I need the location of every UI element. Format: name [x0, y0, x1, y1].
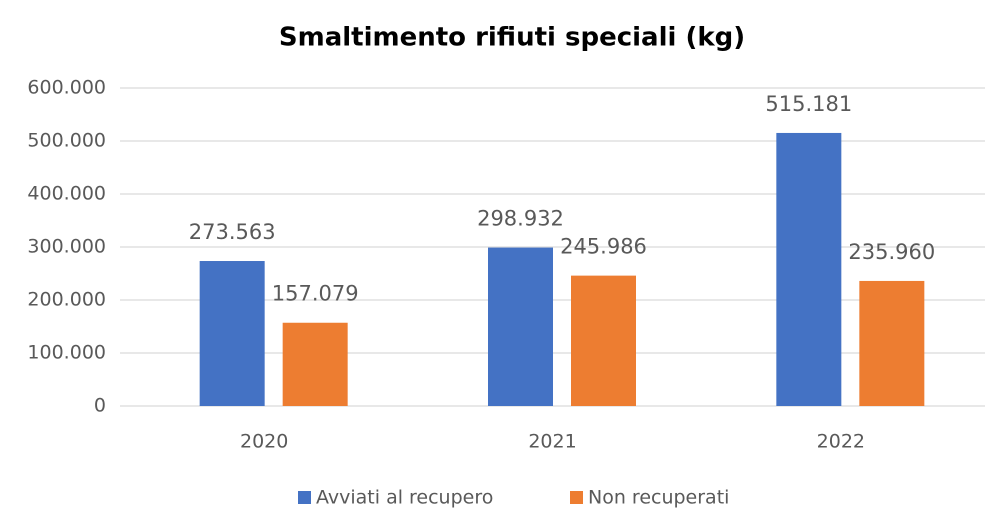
legend-label: Avviati al recupero [316, 487, 493, 509]
bar [571, 275, 636, 406]
data-label: 235.960 [848, 240, 935, 264]
y-tick-label: 200.000 [27, 289, 106, 311]
x-tick-label: 2022 [817, 431, 865, 453]
bar [488, 247, 553, 406]
bar [282, 322, 348, 406]
y-tick-label: 100.000 [27, 342, 106, 364]
data-label: 157.079 [272, 282, 359, 306]
legend-swatch [298, 491, 311, 504]
x-tick-label: 2021 [528, 431, 576, 453]
y-tick-label: 0 [94, 395, 106, 417]
x-tick-label: 2020 [240, 431, 288, 453]
data-label: 273.563 [189, 220, 276, 244]
data-label: 245.986 [560, 235, 647, 259]
legend-swatch [570, 491, 583, 504]
chart-title: Smaltimento rifiuti speciali (kg) [279, 23, 745, 53]
bar [859, 280, 925, 406]
y-tick-label: 600.000 [27, 77, 106, 99]
data-label: 515.181 [765, 92, 852, 116]
bar [199, 261, 265, 406]
y-tick-label: 300.000 [27, 236, 106, 258]
data-label: 298.932 [477, 207, 564, 231]
y-tick-label: 400.000 [27, 183, 106, 205]
y-tick-label: 500.000 [27, 130, 106, 152]
bar [776, 132, 842, 406]
legend-label: Non recuperati [588, 487, 729, 509]
